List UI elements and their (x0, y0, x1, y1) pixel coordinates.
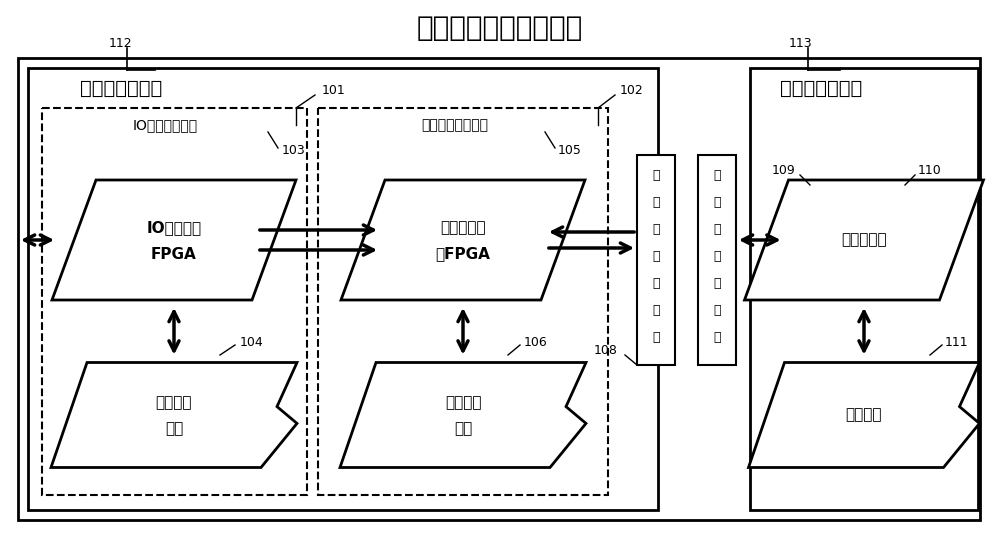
Text: 通用星载计算机模拟器: 通用星载计算机模拟器 (417, 14, 583, 42)
Polygon shape (51, 363, 297, 468)
Text: 接: 接 (652, 303, 660, 317)
Bar (18, 58, 980, 520)
Polygon shape (748, 363, 980, 468)
Text: IO接口模拟: IO接口模拟 (146, 220, 202, 235)
Text: 二: 二 (713, 195, 721, 209)
Text: 专用模拟器子板: 专用模拟器子板 (780, 79, 862, 97)
Text: 存储部件: 存储部件 (846, 408, 882, 423)
Text: 第: 第 (652, 169, 660, 181)
Text: IO接口模拟系统: IO接口模拟系统 (132, 118, 198, 132)
Text: 111: 111 (945, 335, 969, 348)
Text: 板: 板 (652, 223, 660, 235)
Text: 连: 连 (652, 277, 660, 289)
Text: 103: 103 (282, 143, 306, 157)
Text: 存储资源扩展系统: 存储资源扩展系统 (422, 118, 488, 132)
Text: 108: 108 (594, 343, 618, 356)
Text: 101: 101 (322, 83, 346, 96)
Text: 110: 110 (918, 164, 942, 177)
Polygon shape (744, 180, 984, 300)
Text: 资源: 资源 (454, 422, 472, 437)
Polygon shape (52, 180, 296, 300)
Bar (28, 68, 658, 510)
Bar (637, 155, 675, 365)
Text: 展FPGA: 展FPGA (436, 247, 490, 262)
Bar (318, 108, 608, 495)
Text: 第: 第 (713, 169, 721, 181)
Text: 间: 间 (652, 249, 660, 263)
Bar (42, 108, 307, 495)
Text: 资源: 资源 (165, 422, 183, 437)
Text: 存储资源扩: 存储资源扩 (440, 220, 486, 235)
Text: 106: 106 (524, 335, 548, 348)
Text: 器: 器 (652, 331, 660, 343)
Text: 113: 113 (788, 36, 812, 50)
Text: 105: 105 (558, 143, 582, 157)
Text: 第一存储: 第一存储 (445, 395, 481, 410)
Text: FPGA: FPGA (151, 247, 197, 262)
Text: 102: 102 (620, 83, 644, 96)
Text: 器: 器 (713, 331, 721, 343)
Text: 板: 板 (713, 223, 721, 235)
Polygon shape (340, 363, 586, 468)
Bar (698, 155, 736, 365)
Text: 112: 112 (108, 36, 132, 50)
Bar (750, 68, 978, 510)
Text: 一: 一 (652, 195, 660, 209)
Text: 109: 109 (771, 164, 795, 177)
Text: 连: 连 (713, 277, 721, 289)
Text: 通用模拟器母板: 通用模拟器母板 (80, 79, 162, 97)
Text: 104: 104 (240, 335, 264, 348)
Text: 间: 间 (713, 249, 721, 263)
Text: 接: 接 (713, 303, 721, 317)
Text: 目标处理器: 目标处理器 (841, 233, 887, 248)
Polygon shape (341, 180, 585, 300)
Text: 第二存储: 第二存储 (156, 395, 192, 410)
